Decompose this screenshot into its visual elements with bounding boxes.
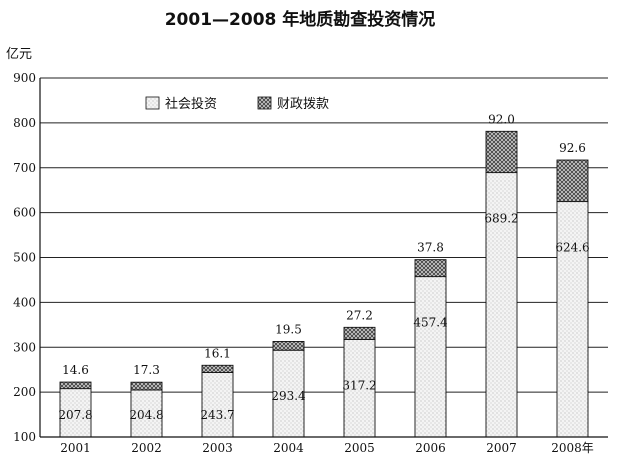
value-label-fiscal-allocation: 17.3 (133, 363, 160, 377)
bar-fiscal-allocation (556, 159, 589, 203)
bar-fiscal-allocation (59, 381, 92, 390)
y-tick-label: 200 (13, 385, 36, 399)
y-tick-label: 900 (13, 71, 36, 85)
value-label-fiscal-allocation: 16.1 (204, 346, 231, 360)
y-tick-label: 500 (13, 251, 36, 265)
y-tick-label: 700 (13, 161, 36, 175)
value-label-social-investment: 207.8 (58, 408, 92, 422)
value-label-fiscal-allocation: 27.2 (346, 308, 373, 322)
value-label-fiscal-allocation: 14.6 (62, 363, 89, 377)
bar-social-investment (201, 372, 234, 438)
legend: 社会投资 财政拨款 (145, 96, 329, 112)
value-label-fiscal-allocation: 92.0 (488, 112, 515, 126)
value-label-social-investment: 317.2 (342, 379, 376, 393)
x-axis-categories: 2001 2002 2003 2004 2005 2006 2007 2008年 (60, 441, 594, 455)
x-category-label: 2003 (202, 441, 233, 455)
y-tick-label: 100 (13, 430, 36, 444)
bar-fiscal-allocation (343, 326, 376, 340)
bar-fiscal-allocation (201, 364, 234, 373)
value-labels: 207.8 14.6 204.8 17.3 243.7 16.1 293.4 19.5 317.… (58, 112, 589, 422)
bar-fiscal-allocation (272, 341, 305, 351)
value-label-social-investment: 689.2 (484, 212, 518, 226)
value-label-social-investment: 243.7 (200, 408, 234, 422)
x-category-label: 2006 (415, 441, 446, 455)
bars (59, 130, 589, 438)
x-category-label: 2008年 (551, 441, 594, 455)
chart-title: 2001—2008 年地质勘查投资情况 (165, 9, 436, 30)
x-category-label: 2001 (60, 441, 91, 455)
x-category-label: 2007 (486, 441, 517, 455)
legend-label-social-investment: 社会投资 (165, 96, 217, 112)
grid-lines (40, 77, 608, 393)
y-axis-ticks: 100 200 300 400 500 600 700 800 900 (13, 71, 36, 444)
value-label-social-investment: 457.4 (413, 316, 448, 330)
value-label-fiscal-allocation: 37.8 (417, 241, 444, 255)
bar-fiscal-allocation (414, 259, 447, 278)
x-category-label: 2002 (131, 441, 162, 455)
y-tick-label: 300 (13, 340, 36, 354)
bar-social-investment (272, 349, 305, 438)
bar-social-investment (485, 172, 518, 438)
bar-fiscal-allocation (130, 381, 163, 391)
legend-swatch-social-investment (145, 96, 160, 110)
bar-social-investment (59, 388, 92, 438)
bar-social-investment (414, 276, 447, 438)
y-tick-label: 800 (13, 116, 36, 130)
x-category-label: 2004 (273, 441, 304, 455)
legend-label-fiscal-allocation: 财政拨款 (277, 97, 329, 112)
value-label-fiscal-allocation: 92.6 (559, 141, 586, 155)
bar-social-investment (556, 201, 589, 438)
value-label-social-investment: 293.4 (271, 389, 306, 403)
legend-swatch-fiscal-allocation (257, 96, 272, 110)
value-label-social-investment: 204.8 (129, 408, 163, 422)
y-tick-label: 400 (13, 295, 36, 309)
value-label-social-investment: 624.6 (555, 241, 589, 255)
y-tick-label: 600 (13, 206, 36, 220)
bar-social-investment (343, 339, 376, 438)
y-axis-label: 亿元 (6, 47, 32, 62)
value-label-fiscal-allocation: 19.5 (275, 322, 302, 336)
x-category-label: 2005 (344, 441, 375, 455)
bar-fiscal-allocation (485, 130, 518, 174)
